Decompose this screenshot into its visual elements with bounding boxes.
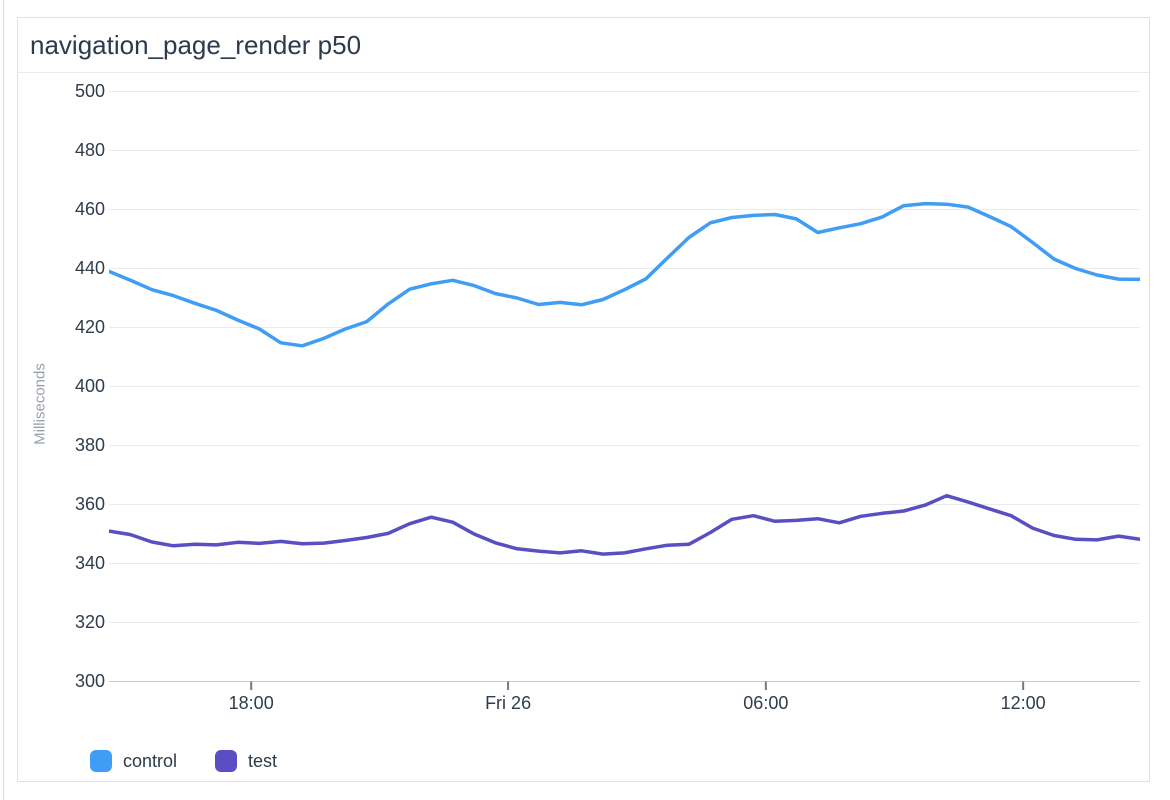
y-axis-label: 360 bbox=[74, 494, 105, 514]
legend: control test bbox=[90, 749, 315, 773]
y-axis-label: 320 bbox=[74, 612, 105, 632]
control-series-swatch bbox=[90, 750, 112, 772]
adjacent-panel-edge bbox=[3, 0, 4, 800]
y-axis-label: 380 bbox=[74, 435, 105, 455]
y-axis-label: 420 bbox=[74, 317, 105, 337]
legend-item-control[interactable]: control bbox=[90, 750, 177, 772]
y-axis-label: 440 bbox=[74, 258, 105, 278]
x-axis-label: 12:00 bbox=[1000, 693, 1046, 713]
legend-label-test: test bbox=[248, 750, 278, 771]
series-line-test bbox=[109, 493, 1140, 556]
panel-title[interactable]: navigation_page_render p50 bbox=[30, 29, 362, 60]
line-chart-canvas[interactable] bbox=[109, 91, 1140, 691]
legend-item-test[interactable]: test bbox=[215, 750, 277, 772]
y-axis-label: 460 bbox=[74, 199, 105, 219]
y-axis-label: 500 bbox=[74, 81, 105, 101]
legend-label-control: control bbox=[123, 750, 178, 771]
y-axis-label: 400 bbox=[74, 376, 105, 396]
test-series-swatch bbox=[215, 750, 238, 772]
dashboard-panel: navigation_page_render p50 Milliseconds … bbox=[17, 17, 1150, 782]
series-line-control bbox=[109, 201, 1140, 348]
y-axis-label: 300 bbox=[74, 671, 105, 691]
x-axis-label: Fri 26 bbox=[485, 693, 532, 713]
x-axis-label: 18:00 bbox=[228, 693, 274, 713]
panel-header: navigation_page_render p50 bbox=[18, 18, 1149, 73]
y-axis-label: 340 bbox=[74, 553, 105, 573]
x-axis-label: 06:00 bbox=[743, 693, 789, 713]
y-axis-label: 480 bbox=[74, 140, 105, 160]
